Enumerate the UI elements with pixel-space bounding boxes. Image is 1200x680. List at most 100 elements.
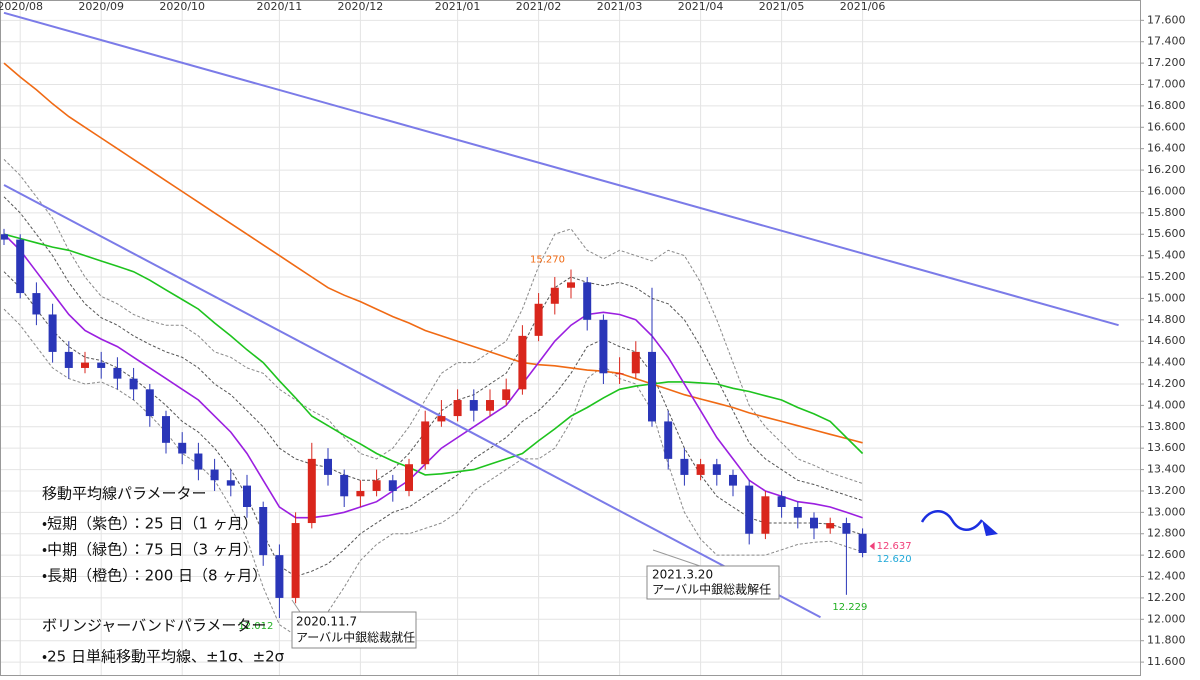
y-tick-label: 13.000 <box>1147 505 1186 518</box>
event-text: アーバル中銀総裁解任 <box>652 582 771 597</box>
candle-body <box>469 400 478 411</box>
candle-body <box>356 490 365 497</box>
note: ・長期（橙色）：200 日（8 ヶ月） <box>42 567 267 585</box>
candle-body <box>421 421 430 465</box>
note: ・短期（紫色）：25 日（1 ヶ月） <box>42 515 258 533</box>
y-tick-label: 15.400 <box>1147 249 1186 262</box>
candle-body <box>388 480 397 491</box>
candle-body <box>858 533 867 553</box>
candle-body <box>486 400 494 411</box>
x-tick-label: 2020/09 <box>78 0 124 13</box>
bollinger-band <box>3 196 863 502</box>
x-tick-label: 2020/12 <box>338 0 384 13</box>
candle-body <box>810 517 818 529</box>
candle-body <box>696 464 705 475</box>
event-callout: 2020.11.7 アーバル中銀総裁就任 <box>291 599 417 649</box>
candle-body <box>32 293 41 315</box>
y-tick-label: 16.600 <box>1147 120 1186 133</box>
candle-body <box>712 464 721 475</box>
x-tick-label: 2021/06 <box>840 0 886 13</box>
y-tick-label: 16.200 <box>1147 163 1186 176</box>
candle-body <box>162 416 170 443</box>
x-tick-label: 2021/04 <box>678 0 724 13</box>
candle-body <box>64 351 73 368</box>
y-tick-label: 16.000 <box>1147 184 1186 197</box>
callout-pointer <box>291 599 301 613</box>
candle-body <box>340 474 349 497</box>
candle-body <box>437 416 446 422</box>
moving-average <box>3 233 863 519</box>
x-tick-label: 2021/01 <box>435 0 481 13</box>
candle-body <box>729 474 737 486</box>
candle-body <box>567 282 575 288</box>
event-date: 2020.11.7 <box>296 615 357 629</box>
candle-body <box>777 496 786 507</box>
y-tick-label: 14.600 <box>1147 334 1186 347</box>
value-label: 12.012 <box>238 621 273 632</box>
candle-body <box>583 282 592 320</box>
candle-body <box>97 362 106 368</box>
y-tick-label: 12.400 <box>1147 570 1186 583</box>
candle-body <box>259 507 268 556</box>
candle-body <box>550 287 559 304</box>
candle-body <box>599 319 608 374</box>
moving-average <box>3 233 864 476</box>
y-tick-label: 16.800 <box>1147 99 1186 112</box>
event-callout: 2021.3.20 アーバル中銀総裁解任 <box>646 549 780 600</box>
bollinger-band <box>3 271 863 578</box>
note: ・25 日単純移動平均線、±1σ、±2σ <box>42 648 285 666</box>
forecast-arrow <box>920 510 998 536</box>
candle-body <box>826 523 835 529</box>
y-tick-label: 11.800 <box>1147 634 1186 647</box>
candle-body <box>648 351 656 422</box>
y-tick-label: 13.800 <box>1147 420 1186 433</box>
candle-body <box>178 442 187 454</box>
candle-body <box>0 234 8 240</box>
candle-body <box>81 362 89 368</box>
y-tick-label: 12.000 <box>1147 612 1186 625</box>
x-tick-label: 2020/10 <box>159 0 205 13</box>
callout-box <box>291 611 417 649</box>
y-tick-label: 15.200 <box>1147 270 1186 283</box>
value-label: 15.270 <box>530 255 565 266</box>
note: ・中期（緑色）：75 日（3 ヶ月） <box>42 541 258 559</box>
y-tick-label: 13.400 <box>1147 463 1186 476</box>
candle-body <box>405 464 413 491</box>
candle-body <box>275 555 284 598</box>
candle-body <box>210 469 219 481</box>
y-tick-label: 15.000 <box>1147 291 1186 304</box>
note: ボリンジャーバンドパラメーター <box>42 617 266 635</box>
y-tick-label: 11.600 <box>1147 655 1186 668</box>
candle-body <box>680 458 689 475</box>
candle-body <box>145 389 154 417</box>
x-tick-label: 2020/11 <box>257 0 303 13</box>
trend-line <box>3 184 821 619</box>
callout-pointer <box>652 549 701 567</box>
x-tick-label: 2020/08 <box>0 0 43 13</box>
y-tick-label: 13.200 <box>1147 484 1186 497</box>
candle-body <box>243 485 251 507</box>
arrow-head <box>982 520 998 536</box>
candle-body <box>745 485 754 534</box>
candle-body <box>129 378 138 390</box>
y-tick-label: 12.600 <box>1147 548 1186 561</box>
moving-average <box>3 62 863 444</box>
candle-body <box>793 507 802 518</box>
candle-body <box>534 303 543 336</box>
candle-body <box>615 373 624 375</box>
candle-body <box>502 389 511 401</box>
notes: 移動平均線パラメーター ・短期（紫色）：25 日（1 ヶ月） ・中期（緑色）：7… <box>42 485 285 666</box>
candle-body <box>194 453 203 470</box>
event-text: アーバル中銀総裁就任 <box>296 630 415 645</box>
candle-body <box>307 458 316 524</box>
candle-body <box>372 480 381 491</box>
y-tick-label: 12.200 <box>1147 591 1186 604</box>
y-tick-label: 15.600 <box>1147 227 1186 240</box>
y-tick-label: 17.600 <box>1147 13 1186 26</box>
candle-body <box>226 480 235 486</box>
y-tick-label: 17.200 <box>1147 56 1186 69</box>
y-tick-label: 14.800 <box>1147 313 1186 326</box>
y-tick-label: 14.400 <box>1147 356 1186 369</box>
